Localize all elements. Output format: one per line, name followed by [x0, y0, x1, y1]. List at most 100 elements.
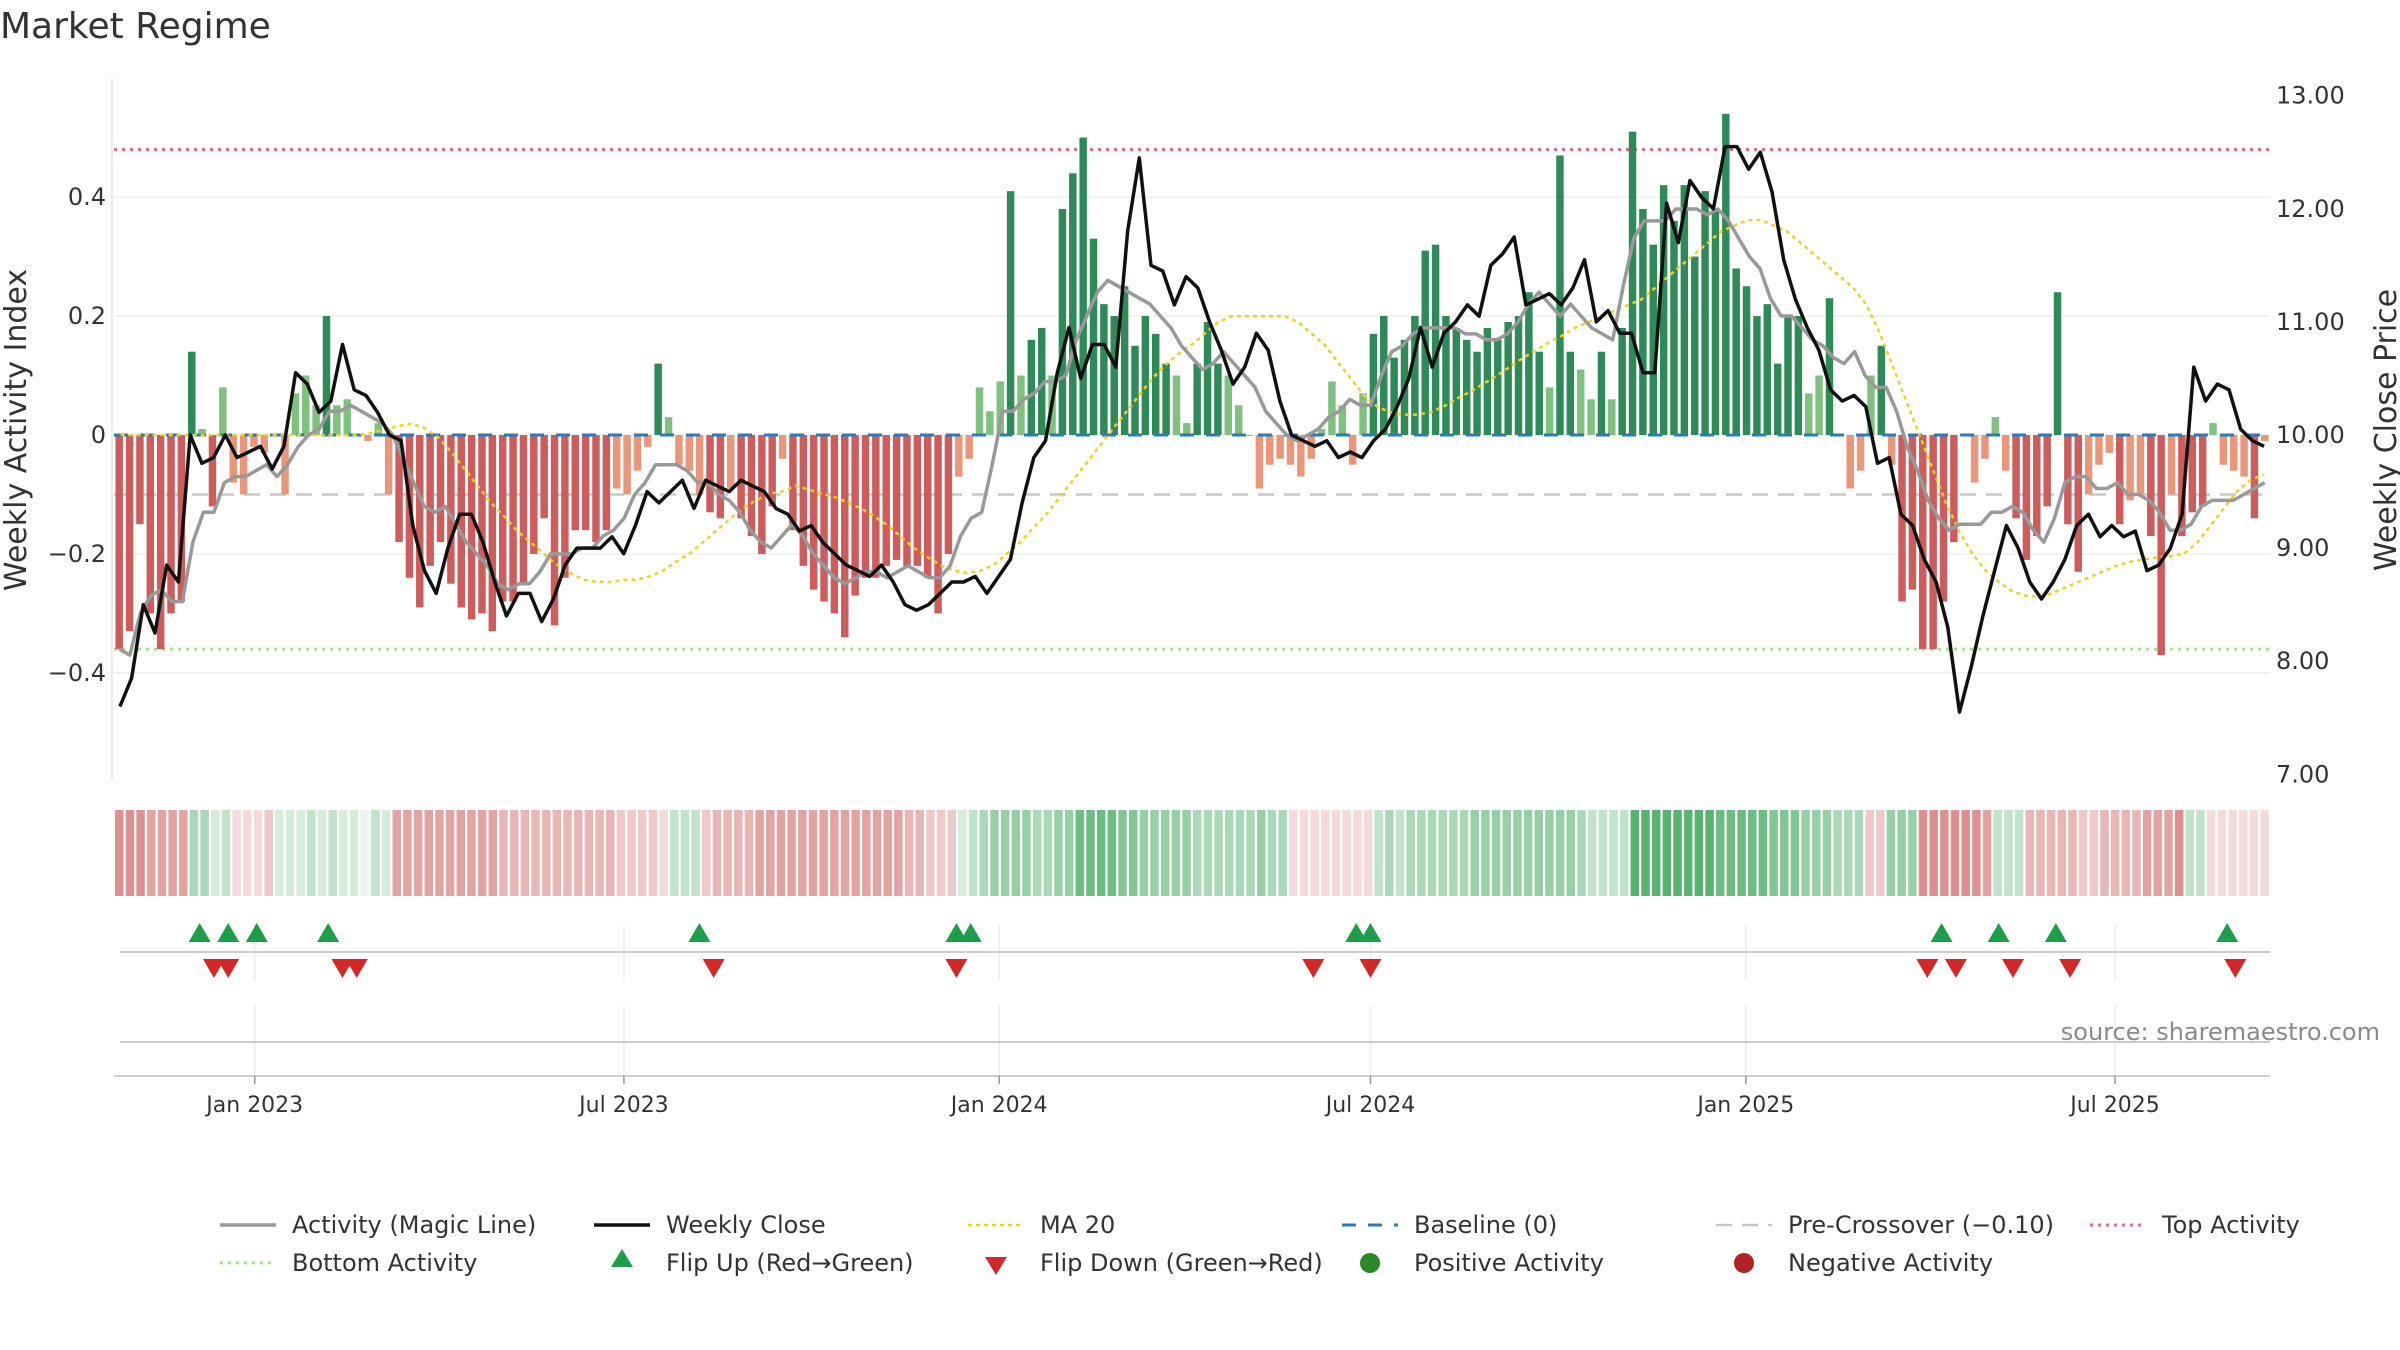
flip-down-marker	[2001, 959, 2024, 978]
activity-bar	[706, 435, 714, 513]
activity-bar	[1773, 363, 1782, 435]
strip-cell	[1844, 810, 1853, 896]
activity-bar	[198, 429, 206, 435]
activity-bar	[1317, 429, 1326, 435]
strip-cell	[2142, 810, 2152, 896]
strip-cell	[1225, 810, 1234, 896]
activity-bar	[1711, 208, 1720, 435]
strip-cell	[883, 810, 892, 896]
strip-cell	[328, 810, 337, 896]
strip-cell	[1534, 810, 1544, 896]
strip-cell	[243, 810, 252, 896]
activity-bar	[1525, 292, 1533, 435]
flip-down-marker	[945, 959, 968, 978]
strip-cell	[157, 810, 167, 896]
activity-bar	[1452, 327, 1461, 435]
activity-bar	[737, 435, 745, 519]
strip-cell	[1438, 810, 1447, 896]
activity-bar	[965, 435, 973, 459]
strip-cell	[605, 810, 615, 896]
strip-cell	[915, 810, 924, 896]
activity-bar	[2178, 435, 2186, 537]
activity-bar	[2001, 435, 2010, 471]
strip-cell	[1395, 810, 1405, 896]
activity-bar	[1359, 393, 1367, 435]
strip-cell	[1694, 810, 1704, 896]
strip-cell	[2164, 810, 2173, 896]
strip-cell	[1299, 810, 1309, 896]
strip-cell	[1374, 810, 1383, 896]
activity-bar	[1183, 423, 1191, 435]
strip-cell	[2025, 810, 2034, 896]
activity-bar	[1566, 351, 1575, 435]
strip-cell	[221, 810, 231, 896]
strip-cell	[2238, 810, 2248, 896]
series-lines	[118, 144, 2266, 714]
activity-bar	[1794, 316, 1803, 435]
activity-bar	[115, 435, 123, 650]
y2-tick-label: 10.00	[2276, 421, 2345, 449]
strip-cell	[2132, 810, 2141, 896]
activity-bar	[2033, 435, 2041, 537]
legend-swatch	[611, 1249, 633, 1267]
activity-bar	[1576, 369, 1585, 435]
strip-cell	[456, 810, 466, 896]
activity-bar	[250, 435, 258, 447]
strip-cell	[563, 810, 572, 896]
strip-cell	[1342, 810, 1351, 896]
flip-down-marker	[1359, 959, 1382, 978]
activity-bar	[2126, 435, 2134, 501]
strip-cell	[339, 810, 348, 896]
activity-bar	[208, 435, 217, 507]
activity-bar	[1763, 304, 1772, 435]
strip-cell	[712, 810, 722, 896]
strip-cell	[894, 810, 903, 896]
strip-cell	[211, 810, 220, 896]
strip-cell	[1470, 810, 1479, 896]
strip-cell	[1182, 810, 1191, 896]
activity-bar	[1411, 316, 1419, 435]
strip-cell	[349, 810, 359, 896]
flip-down-marker	[1916, 959, 1939, 978]
activity-bar	[1037, 327, 1046, 435]
activity-bar	[2188, 435, 2196, 513]
y2-tick-label: 8.00	[2276, 647, 2329, 675]
y2-tick-label: 9.00	[2276, 534, 2329, 562]
activity-bar	[1639, 208, 1647, 435]
activity-bar	[1100, 304, 1108, 435]
activity-bar	[1027, 339, 1036, 435]
strip-cell	[2217, 810, 2227, 896]
magic-line	[118, 207, 2266, 657]
strip-cell	[1203, 810, 1213, 896]
strip-cell	[1619, 810, 1629, 896]
strip-cell	[798, 810, 807, 896]
activity-bar	[768, 435, 776, 507]
legend-label: Baseline (0)	[1414, 1211, 1557, 1239]
flip-down-marker	[702, 959, 725, 978]
strip-cell	[1523, 810, 1533, 896]
activity-bar	[1690, 256, 1699, 435]
legend-label: Top Activity	[2161, 1211, 2300, 1239]
activity-bar	[986, 411, 994, 435]
activity-bar	[1141, 316, 1150, 435]
strip-cell	[2196, 810, 2205, 896]
activity-bar	[125, 435, 134, 632]
y-tick-label: 0.4	[68, 183, 106, 211]
strip-cell	[1139, 810, 1149, 896]
flip-up-marker	[245, 923, 268, 942]
activity-bar	[1929, 435, 1937, 650]
bottom-panel	[114, 1005, 2270, 1077]
flip-down-marker	[331, 959, 354, 978]
activity-bar	[1545, 387, 1554, 435]
strip-cell	[968, 810, 978, 896]
activity-bar	[1162, 363, 1170, 435]
y-axis-left: −0.4 −0.2 0 0.2 0.4	[48, 183, 106, 687]
activity-bar	[1649, 244, 1657, 435]
activity-bar	[1597, 351, 1606, 435]
strip-cell	[285, 810, 295, 896]
activity-bar	[1805, 393, 1813, 435]
activity-bar	[395, 435, 403, 543]
strip-cell	[264, 810, 273, 896]
strip-cell	[115, 810, 124, 896]
strip-cell	[627, 810, 636, 896]
